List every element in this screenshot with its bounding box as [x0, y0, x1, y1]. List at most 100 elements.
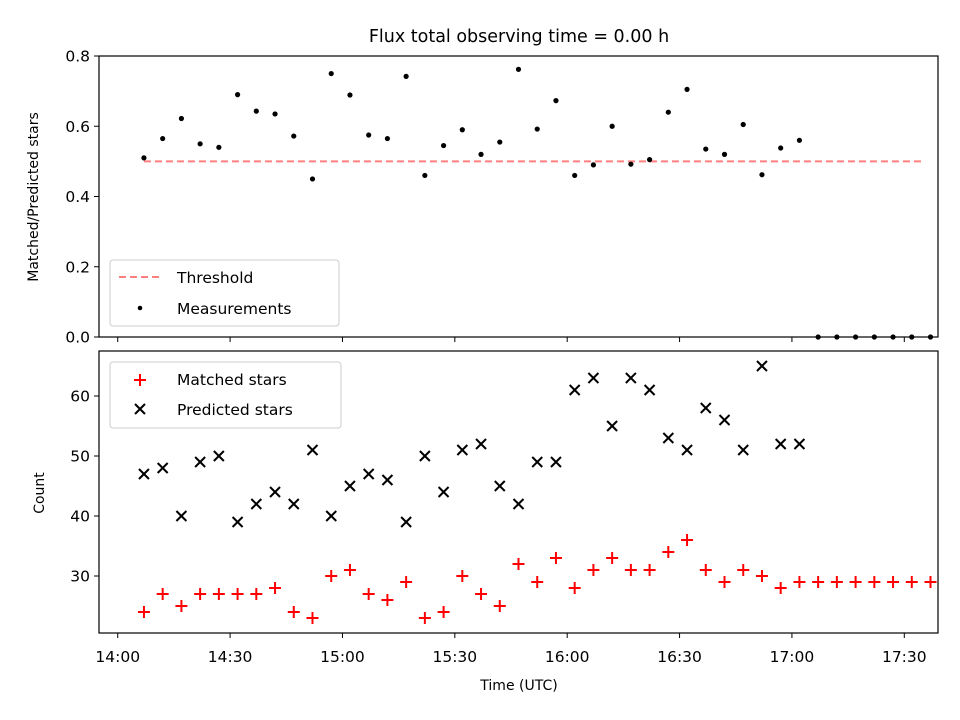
matched-star-marker — [212, 588, 225, 600]
predicted-star-marker — [250, 498, 263, 510]
matched-star-marker — [887, 576, 900, 588]
measurement-point — [497, 139, 503, 145]
predicted-star-marker — [793, 438, 806, 450]
matched-star-marker — [175, 600, 188, 612]
predicted-star-marker — [213, 450, 225, 462]
ratio-y-tick-label: 0.4 — [65, 188, 90, 206]
matched-star-marker — [549, 552, 562, 564]
count-x-tick-label: 14:30 — [208, 648, 253, 666]
matched-star-marker — [287, 606, 300, 618]
matched-star-marker — [531, 576, 544, 588]
count-x-tick-label: 17:30 — [882, 648, 927, 666]
ratio-plot-frame — [98, 55, 939, 338]
matched-star-marker — [475, 588, 488, 600]
matched-star-marker — [250, 588, 263, 600]
matched-star-marker — [924, 576, 937, 588]
measurement-points — [141, 66, 934, 340]
ratio-legend: Threshold Measurements — [109, 259, 340, 327]
matched-star-marker — [418, 612, 431, 624]
predicted-star-marker — [774, 438, 787, 450]
measurement-point — [628, 161, 634, 167]
predicted-star-marker — [344, 480, 356, 492]
matched-star-marker — [568, 582, 581, 594]
matched-star-marker — [587, 564, 600, 576]
predicted-star-marker — [231, 516, 244, 528]
measurement-point — [197, 141, 203, 147]
matched-star-marker — [606, 552, 619, 564]
measurement-point — [515, 66, 522, 72]
matched-star-marker — [269, 582, 282, 594]
matched-star-marker — [774, 582, 787, 594]
matched-star-marker — [718, 576, 731, 588]
predicted-star-marker — [662, 432, 675, 444]
measurement-point — [291, 133, 297, 139]
count-x-tick-label: 17:00 — [770, 648, 815, 666]
predicted-star-marker — [400, 516, 412, 528]
count-plot-frame — [98, 350, 939, 634]
matched-star-marker — [905, 576, 918, 588]
measurement-point — [160, 135, 166, 142]
matched-star-marker — [325, 570, 338, 582]
measurement-point — [347, 92, 353, 98]
matched-star-marker — [437, 606, 450, 618]
y-axis-label-count: Count — [32, 472, 48, 514]
measurement-point — [216, 144, 222, 150]
predicted-star-marker — [288, 498, 300, 510]
predicted-star-marker — [606, 420, 618, 432]
matched-star-marker — [681, 534, 694, 546]
predicted-star-marker — [718, 414, 731, 426]
measurement-point — [721, 151, 728, 157]
ratio-x-ticks — [117, 337, 905, 342]
matched-star-marker — [306, 612, 319, 624]
y-axis-label-ratio: Matched/Predicted stars — [26, 112, 42, 282]
ratio-y-tick-label: 0.2 — [65, 258, 90, 276]
measurement-point — [478, 151, 484, 157]
ratio-y-tick-label: 0.8 — [65, 48, 90, 66]
predicted-star-marker — [325, 510, 337, 522]
measurement-point — [459, 127, 465, 133]
measurement-point — [759, 172, 765, 178]
matched-star-marker — [194, 588, 207, 600]
predicted-star-marker — [494, 480, 506, 492]
predicted-star-marker — [625, 372, 637, 384]
predicted-star-marker — [175, 510, 188, 522]
measurement-point — [590, 162, 597, 168]
count-y-tick-label: 40 — [70, 508, 90, 526]
count-y-tick-label: 60 — [70, 388, 90, 406]
matched-star-marker — [362, 588, 375, 600]
ratio-y-tick-label: 0.0 — [65, 329, 90, 347]
legend-threshold-label: Threshold — [176, 269, 253, 287]
matched-star-marker — [624, 564, 637, 576]
matched-star-marker — [343, 564, 356, 576]
measurement-point — [796, 137, 803, 143]
measurement-point — [422, 172, 428, 179]
measurement-point — [534, 126, 540, 132]
measurement-point — [646, 157, 653, 163]
matched-star-marker — [381, 594, 394, 606]
matched-star-marker — [793, 576, 806, 588]
measurement-point — [253, 108, 259, 114]
measurement-point — [778, 145, 784, 151]
measurement-point — [684, 86, 690, 92]
measurement-point — [572, 172, 578, 179]
matched-star-marker — [849, 576, 862, 588]
legend-matched-swatch — [134, 374, 146, 386]
measurement-point — [553, 98, 559, 104]
matched-star-marker — [156, 588, 169, 600]
predicted-star-marker — [737, 444, 749, 456]
predicted-star-marker — [587, 372, 600, 384]
count-x-tick-label: 16:30 — [657, 648, 702, 666]
predicted-star-marker — [419, 450, 431, 462]
legend-predicted-swatch — [134, 403, 146, 415]
predicted-star-marker — [756, 360, 768, 372]
predicted-star-marker — [550, 456, 562, 468]
count-x-tick-label: 16:00 — [545, 648, 590, 666]
ratio-y-ticks: 0.0 0.2 0.4 0.6 0.8 — [65, 48, 99, 347]
matched-star-marker — [737, 564, 750, 576]
predicted-star-marker — [700, 402, 712, 414]
predicted-star-marker — [194, 456, 206, 468]
matched-star-marker — [755, 570, 768, 582]
count-y-ticks: 30 40 50 60 — [70, 388, 99, 586]
measurement-point — [366, 132, 372, 138]
